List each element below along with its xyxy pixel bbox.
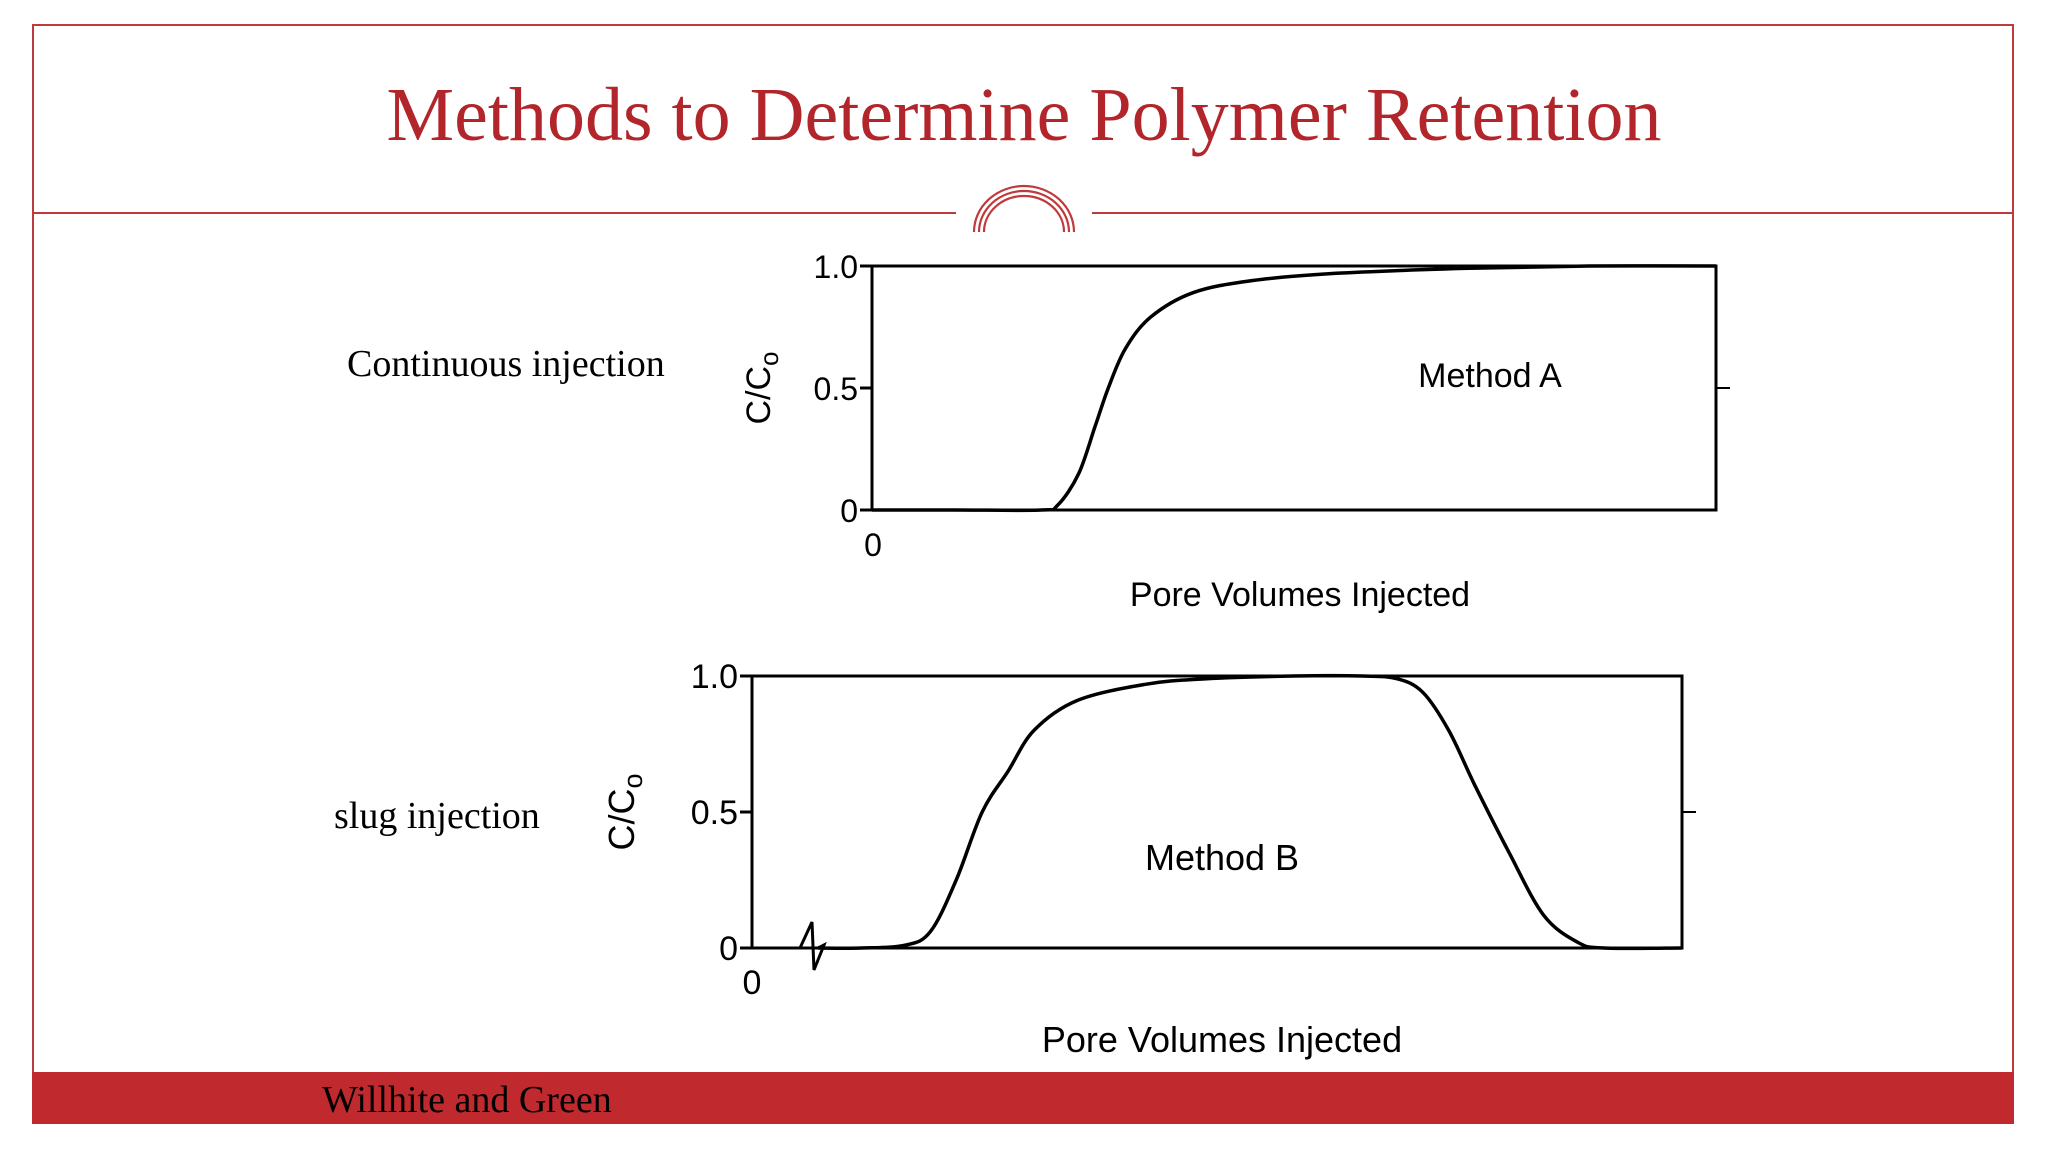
footer-citation: Willhite and Green <box>322 1079 612 1121</box>
chart-1-y-axis-label: C/Co <box>740 351 784 424</box>
chart-2-ytick-label: 1.0 <box>691 658 738 696</box>
chart-2-ytick-label: 0.5 <box>691 794 738 832</box>
chart-1-annotation: Method A <box>1418 357 1562 395</box>
chart-2-ytick-label: 0 <box>719 930 738 968</box>
chart-1-ytick-label: 1.0 <box>814 249 858 285</box>
chart-1-series-line <box>872 264 1717 513</box>
chart-2-series-line <box>817 673 1683 951</box>
title-divider-right <box>1092 212 2014 214</box>
continuous-injection-label: Continuous injection <box>347 343 665 385</box>
slide-title: Methods to Determine Polymer Retention <box>386 73 1662 157</box>
chart-1-ytick-label: 0.5 <box>814 371 858 407</box>
chart-1-xtick-label: 0 <box>864 527 882 563</box>
chart-2-annotation: Method B <box>1145 837 1299 878</box>
chart-1-x-axis-label: Pore Volumes Injected <box>1130 576 1470 614</box>
chart-2-axis-break <box>752 921 827 971</box>
slug-injection-label: slug injection <box>334 795 540 837</box>
chart-1-frame <box>870 264 1718 512</box>
chart-1-ytick-label: 0 <box>840 493 858 529</box>
title-divider-left <box>32 212 956 214</box>
chart-2-xtick-label: 0 <box>743 964 762 1002</box>
chart-2-y-axis-label: C/Co <box>601 773 648 850</box>
footer-bar <box>32 1072 2014 1124</box>
chart-2-frame <box>750 674 1684 950</box>
chart-2-x-axis-label: Pore Volumes Injected <box>1042 1019 1402 1060</box>
ornament-arc-icon <box>960 168 1088 232</box>
